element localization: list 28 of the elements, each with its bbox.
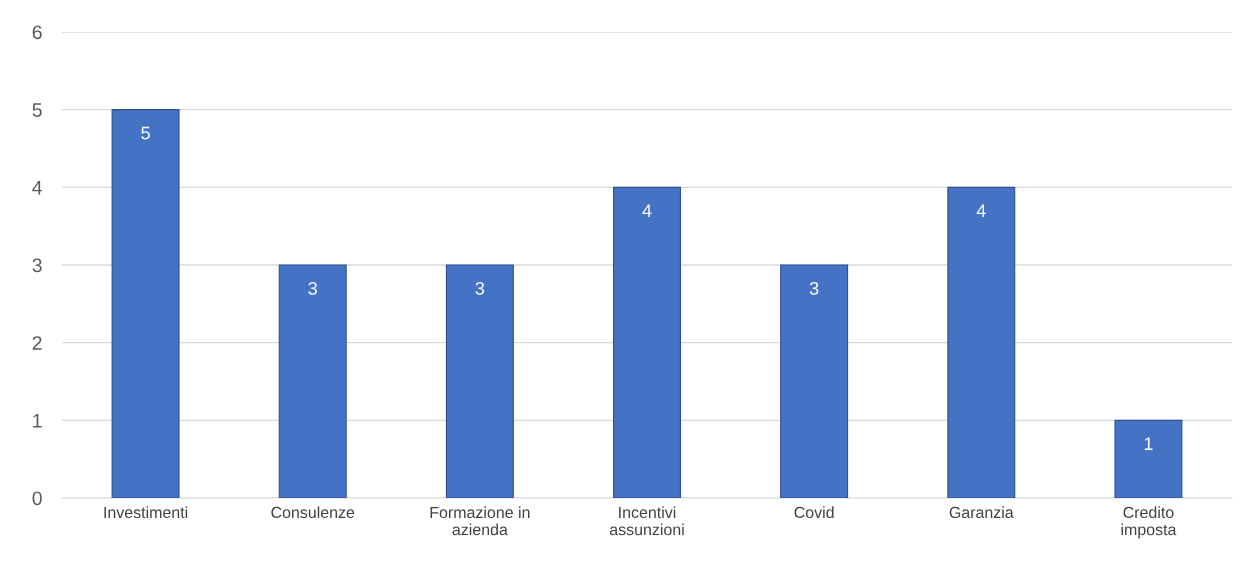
data-label: 3 xyxy=(308,281,317,295)
y-tick-label: 2 xyxy=(32,336,42,350)
bar xyxy=(780,264,849,498)
bar xyxy=(445,264,514,498)
x-tick-label: Consulenze xyxy=(271,506,355,519)
bar xyxy=(1114,419,1183,498)
bar xyxy=(947,186,1016,498)
y-tick-label: 6 xyxy=(32,25,42,40)
data-label: 4 xyxy=(642,204,652,217)
x-tick-label: Incentivi assunzioni xyxy=(609,506,684,536)
y-tick-label: 3 xyxy=(32,258,42,273)
x-tick-label: Covid xyxy=(794,506,834,519)
y-tick-label: 4 xyxy=(32,181,42,195)
data-label: 1 xyxy=(1144,437,1153,450)
y-tick-label: 0 xyxy=(32,491,42,506)
data-label: 4 xyxy=(976,204,986,217)
bar xyxy=(111,109,180,498)
bar xyxy=(278,264,347,498)
x-tick-label: Garanzia xyxy=(949,506,1014,519)
data-label: 3 xyxy=(809,281,819,295)
y-tick-label: 1 xyxy=(33,414,42,428)
x-tick-label: Investimenti xyxy=(104,506,188,519)
y-tick-label: 5 xyxy=(32,103,42,117)
data-label: 3 xyxy=(475,281,485,295)
x-tick-label: Formazione in azienda xyxy=(430,506,530,536)
bar xyxy=(613,186,681,498)
x-tick-label: Credito imposta xyxy=(1121,506,1177,539)
data-label: 5 xyxy=(141,126,150,140)
